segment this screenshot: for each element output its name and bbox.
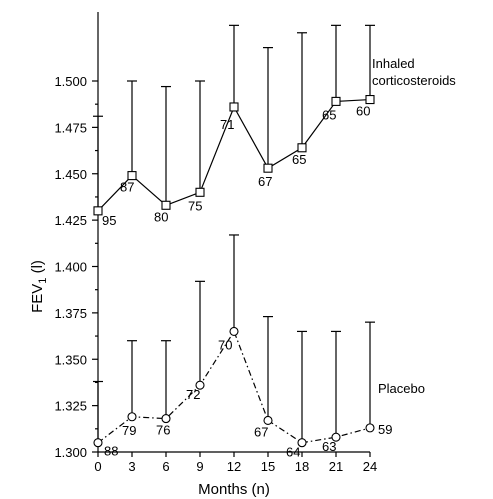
sample-size-label: 76 [156, 423, 170, 438]
y-axis-title-main: FEV [29, 284, 46, 313]
sample-size-label: 70 [218, 337, 232, 352]
x-tick-label: 12 [227, 459, 241, 474]
sample-size-label: 60 [356, 104, 370, 119]
series-line [97, 330, 371, 444]
x-tick-label: 18 [295, 459, 309, 474]
sample-size-label: 67 [254, 424, 268, 439]
x-tick-label: 15 [261, 459, 275, 474]
sample-size-label: 79 [122, 423, 136, 438]
y-tick-label: 1.475 [54, 120, 87, 135]
sample-size-label: 65 [292, 152, 306, 167]
y-tick-label: 1.375 [54, 306, 87, 321]
axes: 1.300 1.325 1.350 1.375 1.400 1.425 1.450 1.475… [29, 12, 377, 498]
circle-marker [195, 380, 205, 390]
sample-size-label: 65 [322, 107, 336, 122]
sample-size-label: 72 [186, 387, 200, 402]
y-tick-label: 1.425 [54, 213, 87, 228]
circle-marker [297, 438, 307, 448]
x-tick-label: 9 [196, 459, 203, 474]
sample-size-label: 64 [286, 445, 300, 460]
y-axis-title: FEV1 (l) [29, 260, 49, 313]
sample-size-label: 95 [102, 213, 116, 228]
y-axis-title-subscript: 1 [37, 278, 49, 284]
y-tick-label: 1.500 [54, 74, 87, 89]
x-tick-label: 6 [162, 459, 169, 474]
sample-size-label: 63 [322, 439, 336, 454]
series-name-label: corticosteroids [372, 73, 456, 88]
circle-marker [263, 415, 273, 426]
square-marker [365, 95, 375, 105]
x-axis-title: Months (n) [198, 481, 270, 498]
y-tick-label: 1.450 [54, 167, 87, 182]
sample-size-label: 75 [188, 198, 202, 213]
sample-size-label: 59 [378, 422, 392, 437]
error-bars [93, 24, 375, 443]
data-markers [93, 95, 375, 448]
circle-marker [93, 438, 103, 448]
x-tick-label: 24 [363, 459, 377, 474]
series-name-label: Inhaled [372, 56, 415, 71]
circle-marker [331, 432, 341, 442]
circle-marker [229, 326, 239, 336]
y-tick-label: 1.300 [54, 445, 87, 460]
square-marker [195, 187, 205, 197]
sample-size-label: 80 [154, 209, 168, 224]
y-tick-label: 1.325 [54, 399, 87, 414]
x-tick-label: 0 [94, 459, 101, 474]
sample-size-label: 67 [258, 174, 272, 189]
sample-size-label: 88 [104, 444, 118, 459]
sample-size-label: 71 [220, 117, 234, 132]
sample-size-label: 87 [120, 180, 134, 195]
series-name-label: Placebo [378, 381, 425, 396]
square-marker [297, 143, 307, 153]
y-axis-title-unit: (l) [29, 260, 46, 278]
labels: 95 87 80 75 71 67 65 65 60 Inhaled corticosteroids… [102, 56, 456, 460]
x-tick-label: 3 [128, 459, 135, 474]
square-marker [263, 163, 273, 173]
circle-marker [127, 412, 137, 422]
circle-marker [161, 414, 171, 424]
y-tick-label: 1.350 [54, 352, 87, 367]
square-marker [127, 171, 137, 181]
x-tick-label: 21 [329, 459, 343, 474]
square-marker [161, 200, 171, 210]
square-marker [331, 96, 341, 106]
y-tick-label: 1.400 [54, 260, 87, 275]
circle-marker [365, 423, 375, 433]
square-marker [93, 206, 103, 216]
square-marker [229, 102, 239, 112]
